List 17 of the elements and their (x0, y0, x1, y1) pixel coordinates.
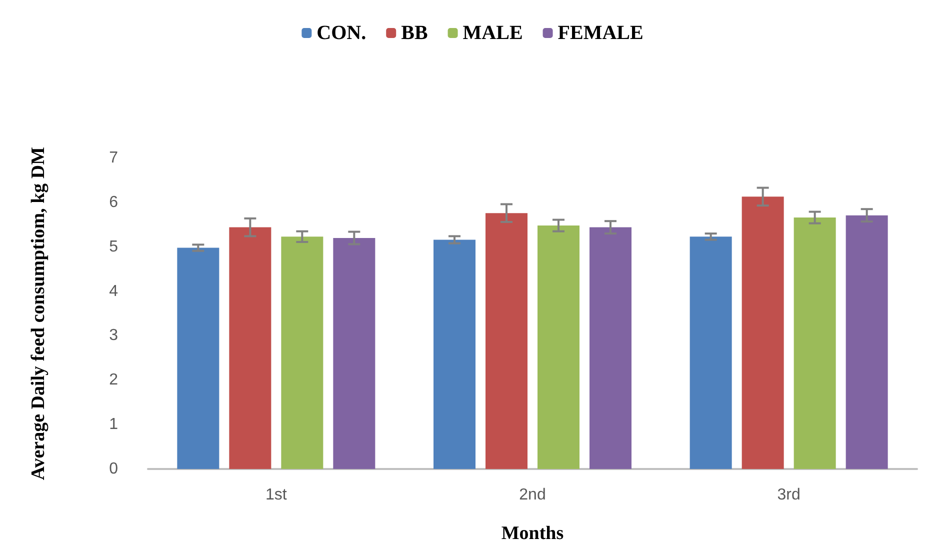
y-tick-label: 0 (109, 460, 118, 478)
y-tick-label: 3 (109, 327, 118, 344)
legend-label: MALE (462, 22, 523, 44)
x-tick-label: 3rd (777, 486, 800, 504)
x-tick-label: 1st (265, 486, 288, 504)
y-tick-label: 4 (109, 282, 118, 300)
y-axis-title: Average Daily feed consumptiom, kg DM (28, 146, 49, 480)
y-tick-label: 1 (109, 416, 118, 434)
x-axis-title: Months (501, 523, 564, 544)
legend-label: FEMALE (558, 22, 644, 44)
legend-label: BB (401, 22, 428, 44)
x-tick-label: 2nd (519, 486, 546, 504)
y-tick-label: 2 (109, 372, 118, 389)
legend-label: CON. (316, 22, 366, 44)
y-tick-label: 5 (109, 238, 118, 256)
y-tick-label: 6 (109, 194, 118, 211)
y-tick-label: 7 (109, 150, 118, 166)
